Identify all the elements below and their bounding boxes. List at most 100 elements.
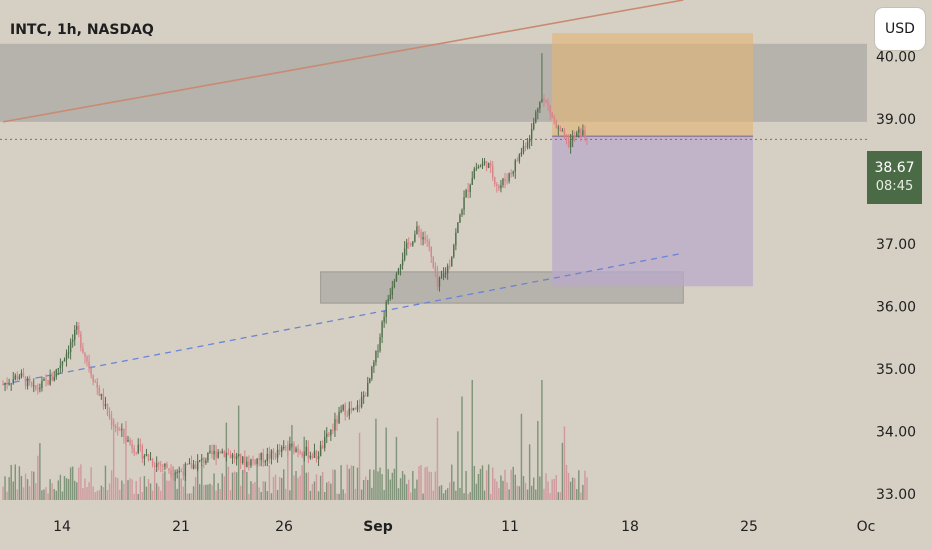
candle-body — [186, 464, 189, 466]
candle-body — [8, 383, 10, 385]
candle-body — [65, 353, 68, 360]
candle-body — [539, 102, 541, 109]
candle-body — [213, 450, 215, 455]
candle-body — [112, 425, 115, 427]
volume-bar — [483, 490, 486, 500]
candle-body — [362, 395, 365, 398]
candle-body — [328, 433, 330, 436]
time-tick-Oc: Oc — [857, 519, 876, 535]
volume-bar — [313, 481, 316, 500]
candle-body — [551, 112, 553, 117]
candle-body — [323, 436, 326, 449]
candle-body — [463, 197, 465, 210]
candle-body — [69, 341, 72, 353]
candle-body — [453, 245, 455, 257]
candle-body — [172, 474, 174, 476]
candle-body — [160, 464, 162, 466]
volume-bar — [2, 486, 4, 500]
volume-bar — [354, 488, 357, 500]
candle-body — [149, 459, 152, 461]
volume-bar — [436, 417, 439, 500]
candle-body — [508, 173, 510, 181]
volume-bar — [557, 492, 560, 500]
volume-bar — [112, 418, 115, 500]
volume-bar — [65, 478, 68, 500]
candle-body — [233, 454, 236, 459]
volume-bar — [123, 483, 125, 500]
candle-body — [401, 259, 404, 266]
candle-body — [135, 452, 137, 454]
volume-bar — [393, 468, 396, 500]
volume-bar — [186, 493, 189, 500]
candle-body — [254, 459, 256, 465]
volume-bar — [514, 474, 516, 500]
time-axis — [0, 500, 867, 550]
volume-bar — [533, 477, 535, 500]
symbol-title: INTC, 1h, NASDAQ — [10, 22, 154, 38]
candle-body — [280, 447, 283, 452]
candle-body — [424, 237, 426, 240]
volume-bar — [20, 475, 23, 500]
volume-bar — [446, 488, 449, 500]
candle-body — [481, 163, 484, 167]
volume-bar — [576, 489, 578, 500]
volume-bar — [479, 468, 482, 500]
volume-bar — [291, 424, 293, 500]
candle-body — [442, 273, 445, 277]
volume-bar — [82, 487, 84, 500]
candle-body — [88, 361, 90, 369]
candle-body — [506, 180, 508, 182]
volume-bar — [426, 466, 428, 500]
volume-bar — [80, 464, 82, 500]
volume-bar — [334, 469, 336, 500]
volume-bar — [369, 469, 371, 500]
volume-bar — [203, 485, 205, 500]
volume-bar — [143, 476, 146, 500]
candle-body — [311, 455, 314, 458]
currency-button[interactable]: USD — [875, 8, 925, 50]
volume-bar — [63, 475, 66, 500]
volume-bar — [405, 484, 408, 500]
candle-body — [256, 458, 258, 465]
volume-bar — [170, 472, 172, 500]
candle-body — [541, 98, 543, 103]
volume-bar — [96, 490, 98, 500]
candle-body — [512, 171, 514, 174]
candle-body — [446, 265, 449, 273]
volume-bar — [299, 475, 301, 500]
candle-body — [223, 451, 226, 457]
candle-body — [30, 382, 33, 386]
volume-bar — [100, 485, 103, 500]
volume-bar — [358, 432, 361, 500]
volume-bar — [389, 479, 392, 500]
candle-body — [557, 127, 560, 129]
volume-bar — [55, 490, 57, 500]
candle-body — [364, 395, 367, 397]
volume-bar — [578, 470, 580, 500]
candle-body — [22, 372, 25, 377]
candle-body — [436, 272, 439, 287]
candle-body — [184, 464, 187, 476]
candle-body — [61, 361, 64, 366]
candle-body — [391, 287, 394, 295]
volume-bar — [166, 480, 168, 500]
volume-bar — [106, 489, 109, 500]
volume-bar — [414, 488, 416, 500]
volume-bar — [383, 489, 385, 500]
volume-bar — [53, 489, 55, 500]
volume-bar — [246, 472, 248, 500]
volume-bar — [237, 405, 240, 500]
candle-body — [227, 453, 230, 455]
volume-bar — [555, 475, 557, 500]
volume-bar — [379, 467, 381, 500]
volume-bar — [364, 476, 367, 500]
candle-body — [535, 112, 537, 123]
candle-body — [123, 428, 125, 437]
candle-body — [262, 453, 264, 463]
volume-bar — [129, 478, 131, 500]
volume-bar — [549, 493, 551, 500]
volume-bar — [309, 490, 312, 500]
candle-body — [170, 469, 172, 475]
